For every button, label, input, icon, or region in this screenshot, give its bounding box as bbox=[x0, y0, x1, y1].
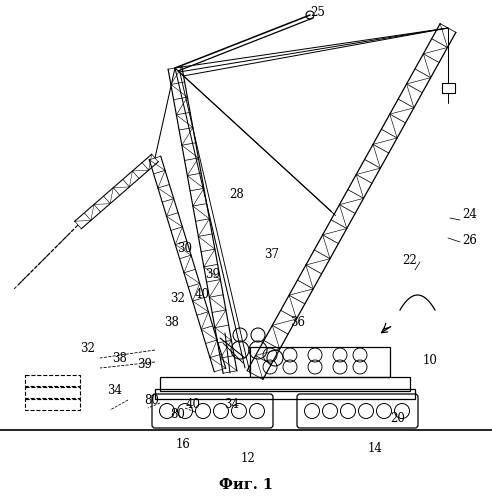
Bar bbox=[25, 399, 80, 410]
Text: 16: 16 bbox=[176, 438, 190, 452]
Text: 39: 39 bbox=[206, 268, 220, 281]
Text: 22: 22 bbox=[402, 254, 417, 266]
Text: 30: 30 bbox=[178, 242, 192, 254]
Text: 36: 36 bbox=[290, 316, 306, 328]
Text: 14: 14 bbox=[368, 442, 382, 454]
Bar bbox=[155, 389, 415, 399]
Text: 80: 80 bbox=[145, 394, 159, 406]
Text: 12: 12 bbox=[241, 452, 255, 464]
Text: 38: 38 bbox=[113, 352, 127, 364]
Text: 34: 34 bbox=[107, 384, 123, 396]
Text: 20: 20 bbox=[391, 412, 405, 424]
Text: 10: 10 bbox=[423, 354, 437, 366]
Text: 32: 32 bbox=[171, 292, 185, 304]
Text: 37: 37 bbox=[265, 248, 279, 262]
Text: 34: 34 bbox=[224, 398, 240, 411]
Text: 40: 40 bbox=[194, 288, 210, 302]
Text: 26: 26 bbox=[462, 234, 477, 246]
Text: 32: 32 bbox=[81, 342, 95, 354]
Text: 28: 28 bbox=[230, 188, 245, 202]
Text: 80: 80 bbox=[171, 408, 185, 422]
Text: 25: 25 bbox=[310, 6, 325, 18]
Text: 24: 24 bbox=[462, 208, 477, 222]
Text: 38: 38 bbox=[164, 316, 180, 328]
Text: 39: 39 bbox=[137, 358, 153, 372]
Bar bbox=[442, 83, 455, 93]
Bar bbox=[25, 375, 80, 386]
Text: 40: 40 bbox=[185, 398, 201, 411]
Bar bbox=[250, 347, 390, 377]
Text: Фиг. 1: Фиг. 1 bbox=[219, 478, 273, 492]
Bar bbox=[160, 377, 410, 391]
Bar bbox=[25, 387, 80, 398]
